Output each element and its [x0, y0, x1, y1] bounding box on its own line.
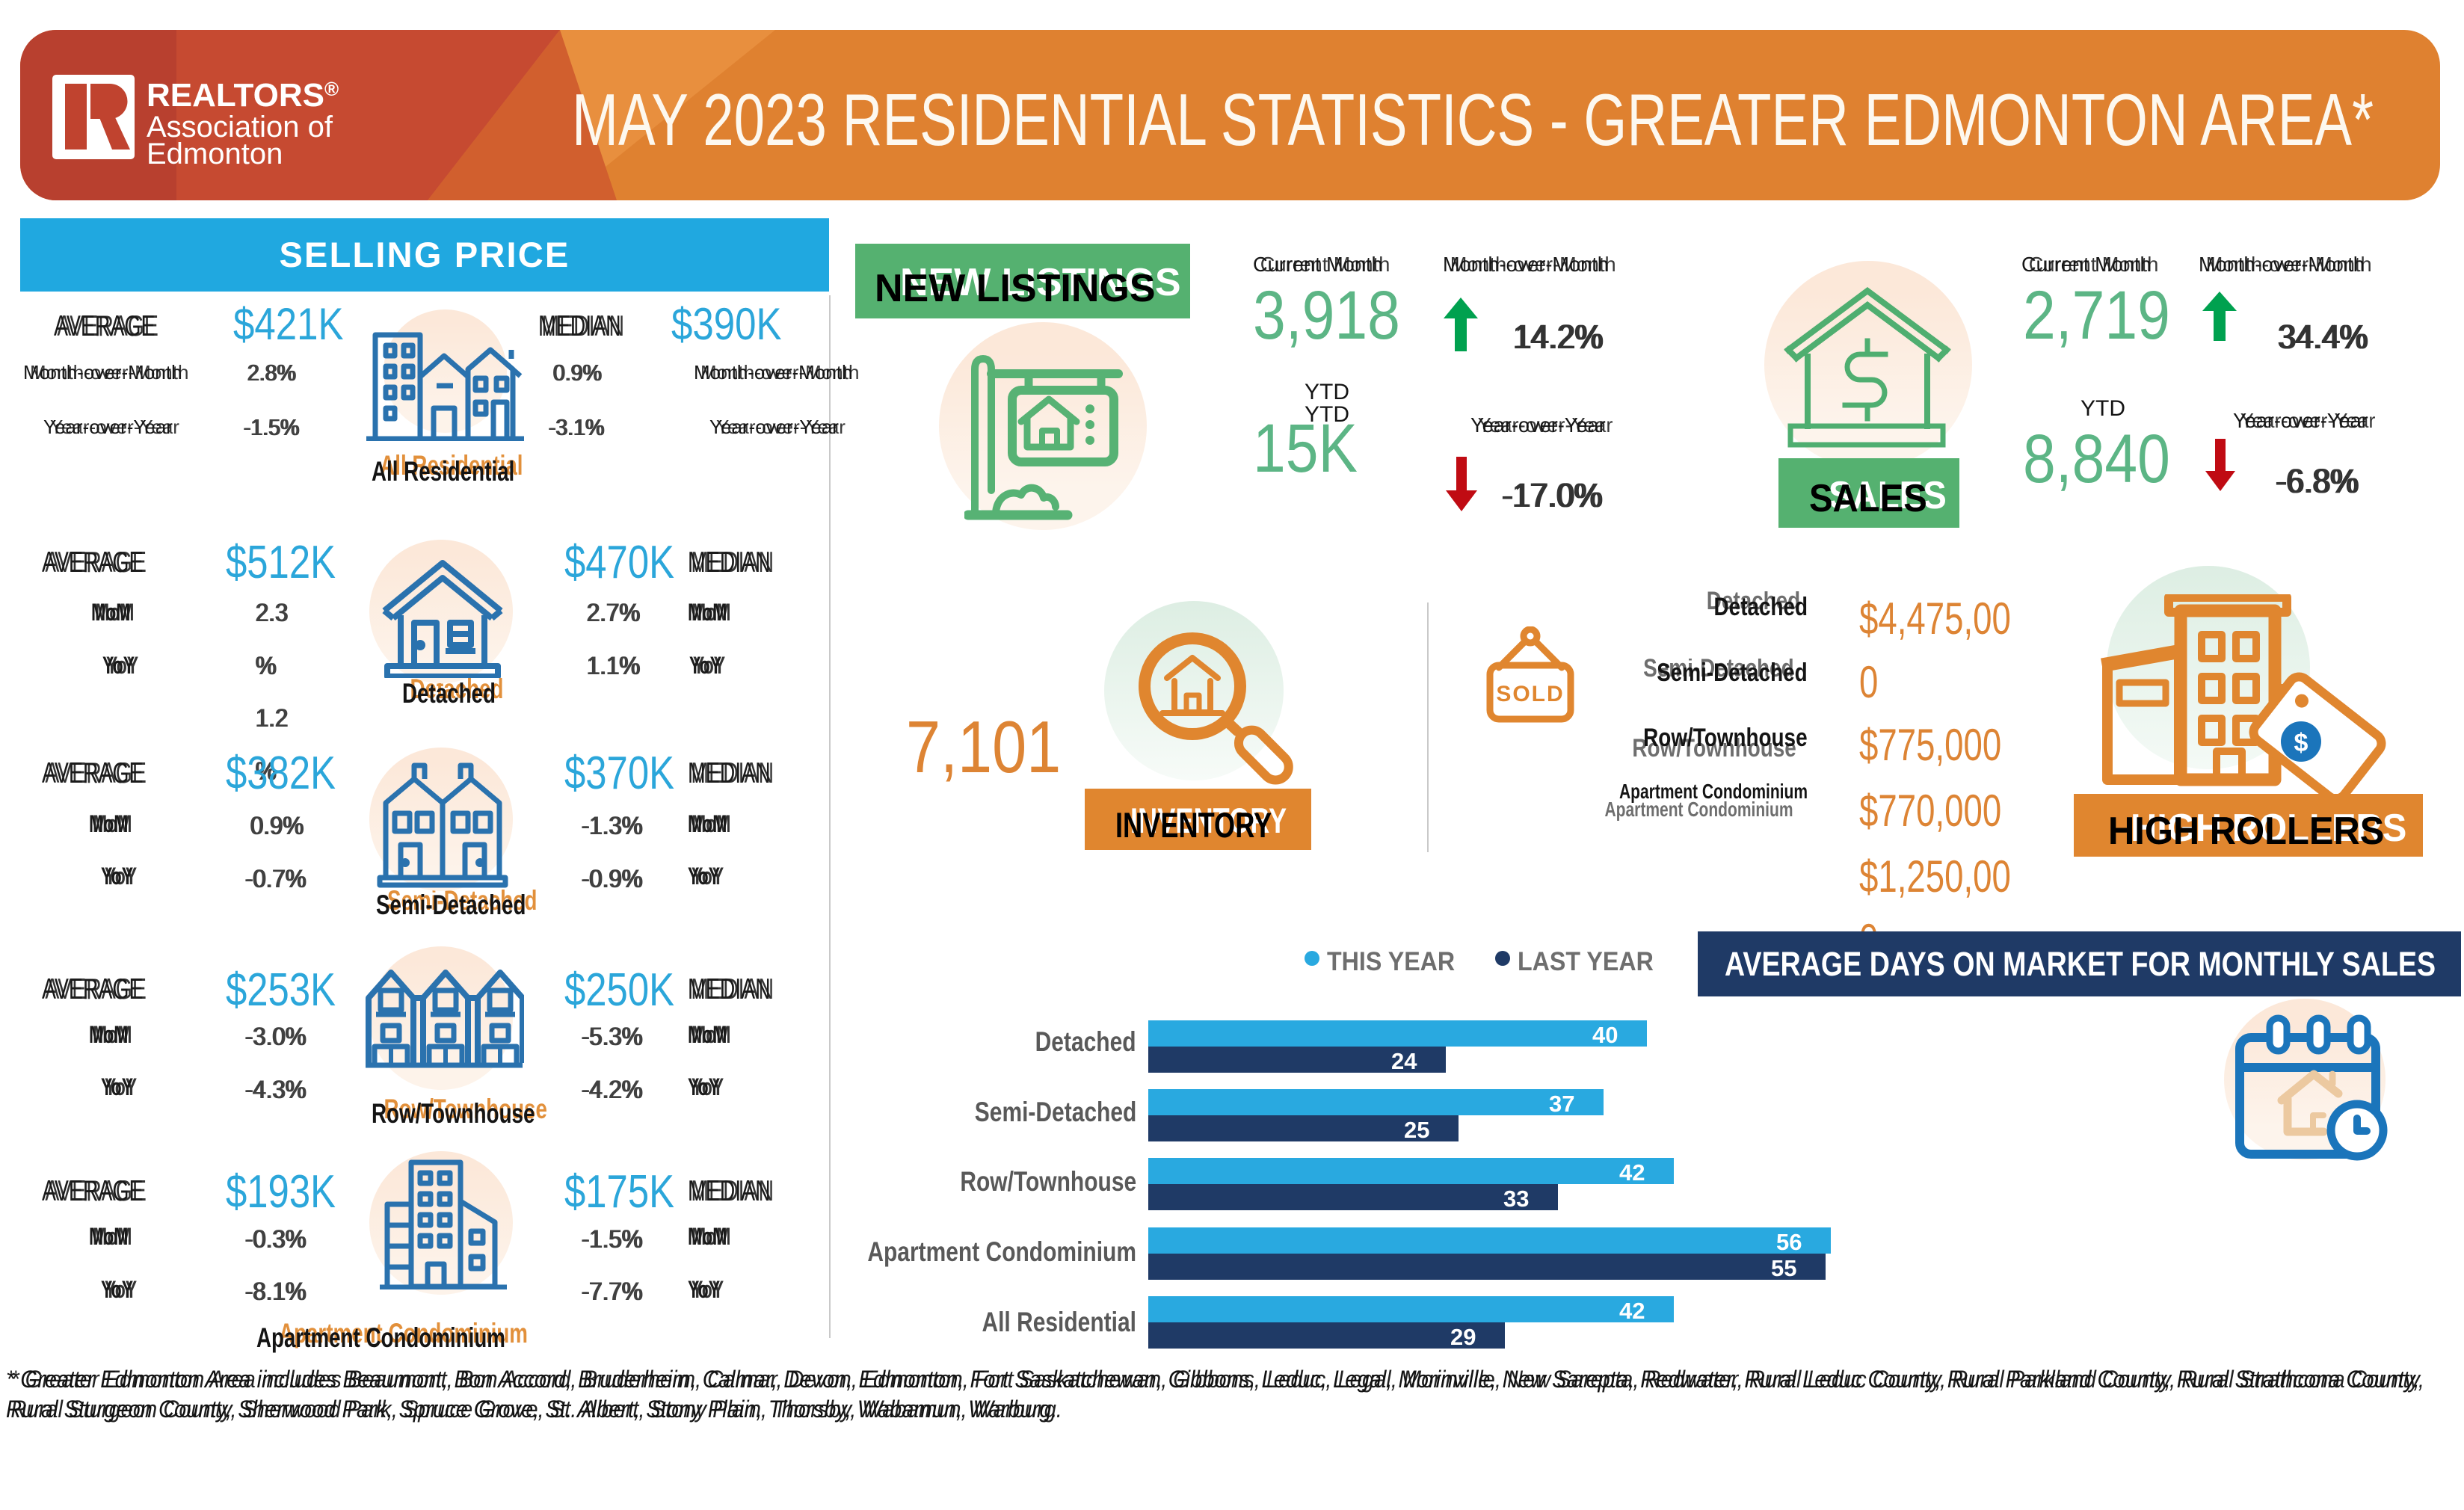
svg-text:SOLD: SOLD — [1496, 682, 1564, 706]
svg-text:$: $ — [2294, 729, 2309, 757]
